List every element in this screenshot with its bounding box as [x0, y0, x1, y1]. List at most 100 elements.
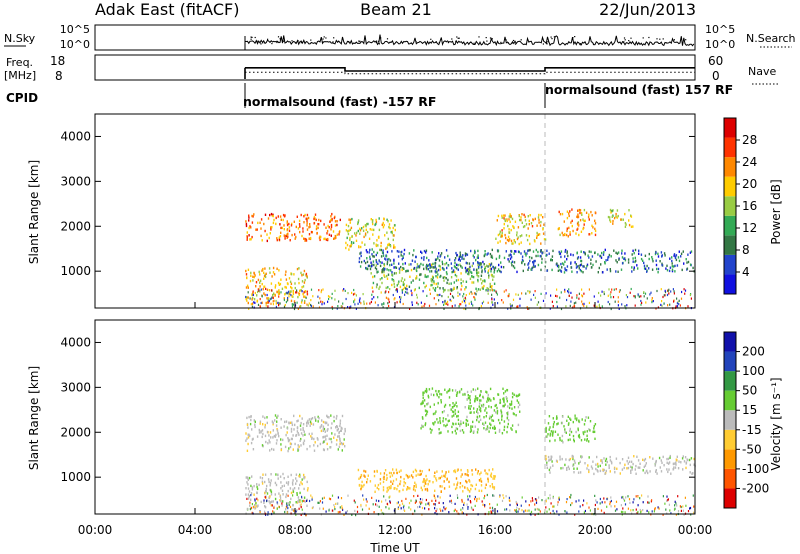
noise-cell — [403, 504, 405, 507]
noise-cell — [549, 512, 552, 515]
noise-cell — [460, 303, 462, 306]
noise-cell — [291, 305, 294, 308]
data-cell — [502, 387, 504, 390]
noise-cell — [446, 300, 449, 303]
data-cell — [507, 224, 509, 228]
data-cell — [689, 263, 692, 266]
data-cell — [545, 435, 547, 438]
noise-cell — [467, 495, 469, 498]
noise-cell — [673, 300, 675, 303]
data-cell — [381, 270, 383, 274]
data-cell — [507, 405, 509, 408]
noise-cell — [594, 494, 596, 497]
data-cell — [521, 221, 523, 224]
data-cell — [470, 405, 472, 408]
data-cell — [610, 460, 613, 464]
data-cell — [354, 232, 356, 235]
data-cell — [448, 485, 451, 488]
data-cell — [540, 255, 542, 258]
data-cell — [433, 403, 435, 406]
noise-cell — [506, 508, 508, 511]
data-cell — [406, 284, 408, 288]
data-cell — [261, 480, 264, 483]
data-cell — [382, 480, 385, 484]
data-cell — [579, 268, 582, 272]
data-cell — [595, 260, 597, 263]
data-cell — [285, 508, 287, 511]
noise-cell — [319, 500, 321, 503]
noise-cell — [399, 504, 401, 507]
data-cell — [545, 457, 547, 461]
data-cell — [605, 469, 607, 473]
nsearch-point — [276, 41, 278, 44]
data-cell — [559, 458, 561, 461]
noise-cell — [640, 299, 642, 303]
data-cell — [364, 234, 367, 237]
data-cell — [271, 420, 274, 423]
data-cell — [484, 421, 487, 424]
data-cell — [586, 430, 588, 433]
noise-cell — [588, 506, 590, 509]
data-cell — [490, 475, 493, 478]
data-cell — [551, 259, 553, 262]
data-cell — [366, 267, 369, 271]
data-cell — [272, 214, 274, 218]
data-cell — [270, 504, 272, 507]
data-cell — [477, 261, 479, 264]
noise-cell — [399, 301, 401, 304]
data-cell — [483, 423, 485, 426]
data-cell — [393, 244, 395, 247]
noise-cell — [578, 510, 580, 513]
data-cell — [503, 227, 505, 230]
data-cell — [476, 431, 479, 434]
data-cell — [379, 264, 382, 268]
noise-cell — [667, 304, 669, 307]
noise-cell — [564, 510, 566, 513]
noise-cell — [285, 506, 287, 509]
data-cell — [682, 468, 684, 471]
data-cell — [563, 220, 565, 223]
data-cell — [261, 269, 263, 272]
data-cell — [302, 428, 304, 432]
data-cell — [310, 417, 312, 421]
data-cell — [307, 487, 309, 490]
data-cell — [291, 481, 294, 484]
data-cell — [530, 268, 532, 271]
data-cell — [395, 468, 398, 471]
data-cell — [654, 252, 657, 256]
noise-cell — [664, 294, 666, 297]
data-cell — [308, 226, 310, 229]
data-cell — [248, 415, 250, 419]
noise-cell — [613, 288, 615, 291]
data-cell — [439, 265, 441, 268]
noise-cell — [526, 509, 528, 512]
data-cell — [654, 461, 657, 465]
data-cell — [426, 478, 428, 481]
data-cell — [510, 403, 513, 406]
noise-cell — [565, 501, 568, 504]
noise-cell — [433, 297, 435, 300]
data-cell — [480, 480, 483, 483]
noise-cell — [301, 495, 303, 498]
nsearch-point — [592, 43, 595, 45]
data-cell — [324, 237, 326, 240]
data-cell — [393, 266, 395, 269]
data-cell — [322, 420, 325, 424]
noise-cell — [548, 508, 550, 511]
data-cell — [298, 219, 301, 223]
noise-cell — [297, 307, 299, 310]
noise-cell — [524, 509, 526, 512]
data-cell — [257, 221, 259, 225]
data-cell — [602, 469, 604, 473]
data-cell — [308, 233, 311, 236]
data-cell — [259, 273, 261, 276]
noise-cell — [400, 296, 402, 299]
data-cell — [681, 268, 683, 272]
data-cell — [376, 486, 378, 490]
noise-cell — [377, 304, 379, 307]
data-cell — [401, 289, 403, 292]
data-cell — [471, 469, 473, 472]
data-cell — [574, 414, 576, 417]
data-cell — [383, 475, 385, 479]
noise-cell — [556, 510, 558, 513]
